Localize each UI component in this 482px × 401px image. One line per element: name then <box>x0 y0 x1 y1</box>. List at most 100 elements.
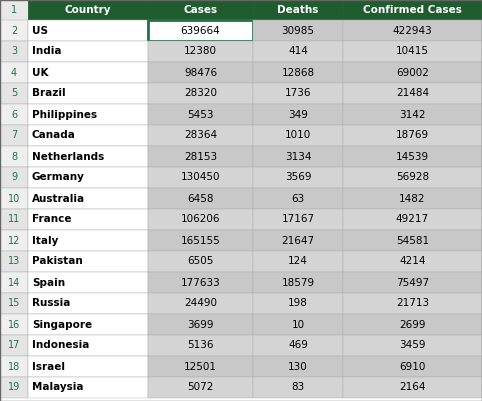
Bar <box>148 377 253 398</box>
Text: Singapore: Singapore <box>32 320 92 330</box>
Text: 8: 8 <box>11 152 17 162</box>
Text: 30985: 30985 <box>281 26 314 36</box>
Text: 3142: 3142 <box>399 109 426 119</box>
Bar <box>148 0 253 20</box>
Bar <box>0 209 28 230</box>
Text: 19: 19 <box>8 383 20 393</box>
Bar <box>0 356 28 377</box>
Bar <box>0 83 28 104</box>
Bar <box>253 104 343 125</box>
Text: 177633: 177633 <box>181 277 220 288</box>
Bar <box>253 146 343 167</box>
Bar <box>343 167 482 188</box>
Text: 3459: 3459 <box>399 340 426 350</box>
Bar <box>343 41 482 62</box>
Text: 414: 414 <box>288 47 308 57</box>
Text: 28153: 28153 <box>184 152 217 162</box>
Bar <box>148 230 253 251</box>
Text: 69002: 69002 <box>396 67 429 77</box>
Text: 12501: 12501 <box>184 361 217 371</box>
Bar <box>148 335 253 356</box>
Text: Deaths: Deaths <box>277 5 319 15</box>
Text: Philippines: Philippines <box>32 109 97 119</box>
Text: 12868: 12868 <box>281 67 315 77</box>
Bar <box>0 146 28 167</box>
Bar <box>253 188 343 209</box>
Bar <box>148 125 253 146</box>
Text: 10: 10 <box>8 194 20 203</box>
Bar <box>148 167 253 188</box>
Bar <box>253 167 343 188</box>
Bar <box>343 209 482 230</box>
Bar <box>0 230 28 251</box>
Text: France: France <box>32 215 71 225</box>
Bar <box>343 335 482 356</box>
Bar <box>28 209 148 230</box>
Text: Indonesia: Indonesia <box>32 340 89 350</box>
Bar <box>343 188 482 209</box>
Text: 24490: 24490 <box>184 298 217 308</box>
Text: 6458: 6458 <box>187 194 214 203</box>
Text: Malaysia: Malaysia <box>32 383 83 393</box>
Bar <box>28 230 148 251</box>
Text: 18579: 18579 <box>281 277 315 288</box>
Text: 54581: 54581 <box>396 235 429 245</box>
Text: 3569: 3569 <box>285 172 311 182</box>
Text: 21484: 21484 <box>396 89 429 99</box>
Text: 5453: 5453 <box>187 109 214 119</box>
Bar <box>343 293 482 314</box>
Text: 5: 5 <box>11 89 17 99</box>
Bar <box>343 83 482 104</box>
Bar <box>253 293 343 314</box>
Bar <box>148 146 253 167</box>
Text: Canada: Canada <box>32 130 76 140</box>
Text: 75497: 75497 <box>396 277 429 288</box>
Bar <box>343 0 482 20</box>
Bar <box>343 356 482 377</box>
Text: 422943: 422943 <box>393 26 432 36</box>
Text: Cases: Cases <box>184 5 217 15</box>
Text: 18: 18 <box>8 361 20 371</box>
Text: 130450: 130450 <box>181 172 220 182</box>
Text: 1482: 1482 <box>399 194 426 203</box>
Text: 3: 3 <box>11 47 17 57</box>
Bar <box>0 125 28 146</box>
Text: Spain: Spain <box>32 277 65 288</box>
Text: 21713: 21713 <box>396 298 429 308</box>
Text: 14539: 14539 <box>396 152 429 162</box>
Text: 1010: 1010 <box>285 130 311 140</box>
Bar <box>253 20 343 41</box>
Text: 83: 83 <box>292 383 305 393</box>
Text: 3699: 3699 <box>187 320 214 330</box>
Bar <box>253 356 343 377</box>
Bar <box>148 293 253 314</box>
Text: 16: 16 <box>8 320 20 330</box>
Text: 14: 14 <box>8 277 20 288</box>
Text: 56928: 56928 <box>396 172 429 182</box>
Text: 124: 124 <box>288 257 308 267</box>
Text: Israel: Israel <box>32 361 65 371</box>
Text: 4214: 4214 <box>399 257 426 267</box>
Bar <box>343 272 482 293</box>
Text: 639664: 639664 <box>181 26 220 36</box>
Bar <box>253 41 343 62</box>
Text: 15: 15 <box>8 298 20 308</box>
Text: 106206: 106206 <box>181 215 220 225</box>
Bar <box>28 167 148 188</box>
Bar <box>0 314 28 335</box>
Text: 10: 10 <box>292 320 305 330</box>
Bar <box>28 272 148 293</box>
Bar <box>0 62 28 83</box>
Bar <box>28 314 148 335</box>
Bar <box>253 335 343 356</box>
Bar <box>28 251 148 272</box>
Bar <box>28 20 148 41</box>
Text: 17: 17 <box>8 340 20 350</box>
Bar <box>28 41 148 62</box>
Text: 349: 349 <box>288 109 308 119</box>
Text: India: India <box>32 47 62 57</box>
Text: Country: Country <box>65 5 111 15</box>
Bar <box>343 230 482 251</box>
Text: 7: 7 <box>11 130 17 140</box>
Bar <box>148 272 253 293</box>
